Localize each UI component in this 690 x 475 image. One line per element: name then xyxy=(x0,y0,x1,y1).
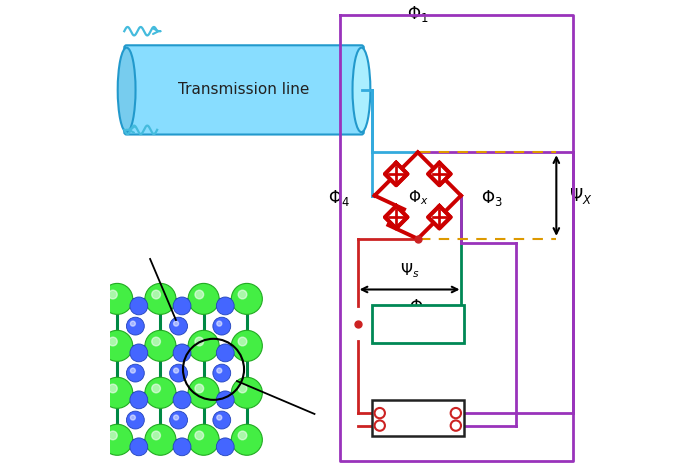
Circle shape xyxy=(217,415,221,420)
Circle shape xyxy=(101,377,132,408)
Circle shape xyxy=(451,408,461,418)
Circle shape xyxy=(217,438,234,456)
Circle shape xyxy=(130,415,135,420)
Text: $\Psi_z$: $\Psi_z$ xyxy=(408,409,428,428)
Text: $\Psi_s$: $\Psi_s$ xyxy=(400,261,420,280)
Circle shape xyxy=(101,284,132,314)
Circle shape xyxy=(101,424,132,455)
Circle shape xyxy=(188,377,219,408)
Text: $\Phi_3$: $\Phi_3$ xyxy=(481,188,503,208)
Circle shape xyxy=(170,364,188,382)
Circle shape xyxy=(238,290,247,299)
Circle shape xyxy=(213,317,230,335)
Circle shape xyxy=(130,297,148,315)
Polygon shape xyxy=(428,163,451,185)
Circle shape xyxy=(451,420,461,431)
Circle shape xyxy=(152,431,161,440)
Circle shape xyxy=(213,364,230,382)
Circle shape xyxy=(231,424,262,455)
Circle shape xyxy=(174,368,179,373)
Polygon shape xyxy=(428,206,451,228)
FancyBboxPatch shape xyxy=(372,400,464,437)
Text: $\Psi_X$: $\Psi_X$ xyxy=(569,186,593,206)
Text: $\Phi_2$: $\Phi_2$ xyxy=(409,296,431,316)
Polygon shape xyxy=(385,206,408,228)
Circle shape xyxy=(173,438,191,456)
Text: $\Phi_1$: $\Phi_1$ xyxy=(407,4,428,24)
Circle shape xyxy=(108,290,117,299)
Circle shape xyxy=(145,284,176,314)
Circle shape xyxy=(126,411,144,429)
Circle shape xyxy=(108,384,117,393)
Circle shape xyxy=(173,344,191,362)
Circle shape xyxy=(130,368,135,373)
Circle shape xyxy=(217,321,221,326)
Circle shape xyxy=(238,337,247,346)
Circle shape xyxy=(126,317,144,335)
Circle shape xyxy=(195,337,204,346)
Circle shape xyxy=(375,408,385,418)
Circle shape xyxy=(195,431,204,440)
Circle shape xyxy=(217,391,234,409)
Circle shape xyxy=(174,321,179,326)
Text: Transmission line: Transmission line xyxy=(178,82,310,97)
Circle shape xyxy=(130,321,135,326)
Circle shape xyxy=(145,377,176,408)
Circle shape xyxy=(130,391,148,409)
Circle shape xyxy=(238,431,247,440)
Circle shape xyxy=(238,384,247,393)
Circle shape xyxy=(231,284,262,314)
Circle shape xyxy=(195,384,204,393)
Circle shape xyxy=(145,330,176,361)
Circle shape xyxy=(152,337,161,346)
Polygon shape xyxy=(385,163,408,185)
Circle shape xyxy=(101,330,132,361)
Circle shape xyxy=(188,284,219,314)
Text: System: System xyxy=(389,316,446,331)
Circle shape xyxy=(152,384,161,393)
Circle shape xyxy=(173,297,191,315)
Circle shape xyxy=(174,415,179,420)
Text: $\Phi_x$: $\Phi_x$ xyxy=(408,189,428,207)
FancyBboxPatch shape xyxy=(372,304,464,342)
Circle shape xyxy=(217,368,221,373)
Circle shape xyxy=(152,290,161,299)
Circle shape xyxy=(231,377,262,408)
Circle shape xyxy=(108,337,117,346)
Circle shape xyxy=(145,424,176,455)
Circle shape xyxy=(188,424,219,455)
Circle shape xyxy=(130,344,148,362)
Circle shape xyxy=(231,330,262,361)
Circle shape xyxy=(195,290,204,299)
Circle shape xyxy=(108,431,117,440)
Circle shape xyxy=(188,330,219,361)
Ellipse shape xyxy=(353,48,371,132)
Circle shape xyxy=(170,317,188,335)
Circle shape xyxy=(173,391,191,409)
Circle shape xyxy=(217,297,234,315)
Circle shape xyxy=(217,344,234,362)
FancyBboxPatch shape xyxy=(124,45,364,134)
Text: $\Phi_4$: $\Phi_4$ xyxy=(328,188,350,208)
Circle shape xyxy=(130,438,148,456)
Circle shape xyxy=(170,411,188,429)
Circle shape xyxy=(126,364,144,382)
Circle shape xyxy=(213,411,230,429)
Circle shape xyxy=(375,420,385,431)
Ellipse shape xyxy=(118,48,135,132)
